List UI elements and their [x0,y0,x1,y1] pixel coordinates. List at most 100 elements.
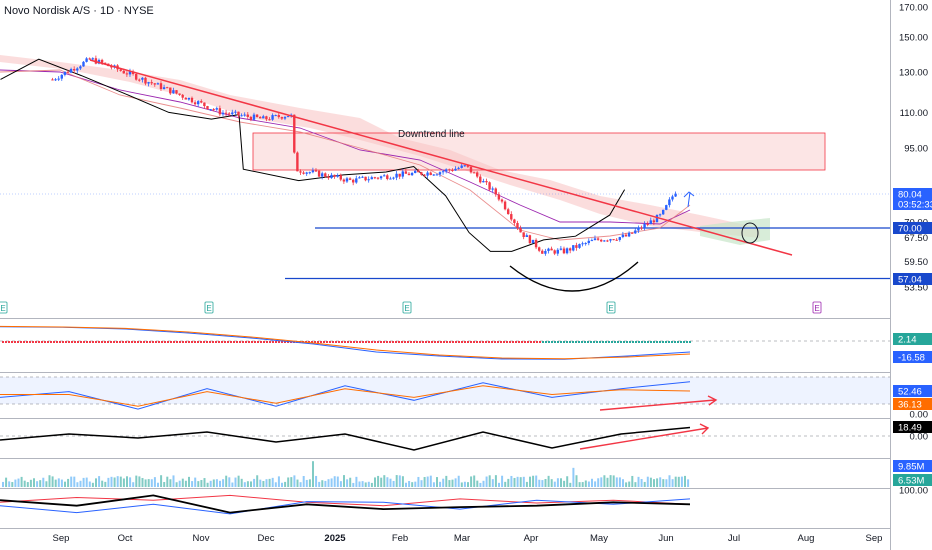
price-axis: 170.00 150.00 130.00 110.00 95.00 70.00 59.50 5… [899,2,928,293]
volume-bar [231,482,234,487]
macd-hist-bar [83,341,85,343]
macd-hist-bar [191,341,193,343]
candle-body [441,171,445,173]
volume-bar [631,475,634,487]
candle-body [572,245,575,251]
macd-hist-bar [392,341,394,343]
price-label-box [893,222,932,234]
macd-hist-bar [5,341,7,343]
volume-bar [138,476,141,487]
candle-body [268,119,271,121]
macd-hist-bar [284,341,286,343]
volume-bar [265,479,268,487]
volume-bar [395,475,398,487]
macd-hist-bar [608,341,610,343]
candle-body [513,219,516,223]
indicator-value-box [893,421,932,433]
macd-hist-bar [308,341,310,343]
volume-bar [336,476,339,487]
candle-body [417,170,420,173]
volume-bar [172,475,175,487]
macd-hist-bar [602,341,604,343]
macd-hist-bar [479,341,481,343]
stoch-k-line [0,381,691,410]
indicator-value-box [893,351,932,363]
macd-hist-bar [473,341,475,343]
volume-bar [166,476,169,487]
macd-hist-bar [596,341,598,343]
volume-bar [485,476,488,487]
candle-body [76,68,79,71]
volume-bar [547,475,550,487]
volume-bar [54,479,57,487]
volume-bar [417,476,420,487]
macd-hist-bar [2,341,4,343]
candle-body [671,196,674,200]
x-tick-label: Feb [392,533,408,544]
price-label-box [893,188,932,200]
candle-body [553,250,556,254]
indicator-value: 18.49 [898,423,922,434]
candle-body [627,232,631,237]
candle-body [510,214,513,220]
candle-body [317,170,321,177]
macd-hist-bar [614,341,616,343]
candle-body [451,169,454,171]
indicator-value-box [893,460,932,472]
dmi-plus [0,494,691,507]
macd-hist-bar [149,341,151,343]
candle-body [172,90,175,94]
volume-bar [101,480,104,487]
macd-hist-bar [620,341,622,343]
volume-bar [181,478,184,487]
macd-hist-bar [158,341,160,343]
volume-bar [541,480,544,487]
volume-bar [603,475,606,487]
candle-body [336,175,339,177]
macd-hist-bar [413,341,415,343]
volume-bar [308,479,311,487]
volume-bar [649,477,652,487]
macd-hist-bar [131,341,133,343]
chart-title: Novo Nordisk A/S · 1D · NYSE [4,5,154,17]
volume-bar [380,477,383,487]
macd-hist-bar [161,341,163,343]
volume-bar [157,482,159,487]
macd-hist-bar [200,341,202,343]
macd-hist-bar [347,341,349,343]
candle-body [618,237,621,240]
volume-bar [488,475,491,487]
volume-bar [569,482,572,487]
y-tick-label: 130.00 [899,67,928,78]
candle-body [612,239,615,241]
volume-bar [64,481,66,487]
candle-body [565,248,569,254]
macd-hist-bar [650,341,652,343]
volume-bar [405,482,407,487]
volume-bar [339,481,342,487]
candle-body [296,152,299,172]
candle-body [60,74,63,79]
candle-body [537,247,541,251]
macd-hist-bar [407,341,409,343]
volume-bar [674,476,677,487]
macd-hist-bar [263,341,265,343]
macd-hist-bar [563,341,565,343]
volume-bar [457,475,460,487]
candle-body [209,109,212,111]
volume-bar [662,479,665,487]
macd-hist-bar [434,341,436,343]
volume-bar [113,477,116,487]
candle-body [187,97,191,100]
macd-hist-bar [647,341,649,343]
candle-body [330,174,333,179]
volume-bar [684,475,686,487]
volume-bar [622,479,624,487]
candle-body [240,115,243,117]
indicator-value-box [893,474,932,486]
volume-bar [225,475,228,487]
volume-bar [129,477,132,487]
candle-body [420,172,423,175]
candle-body [525,235,528,238]
